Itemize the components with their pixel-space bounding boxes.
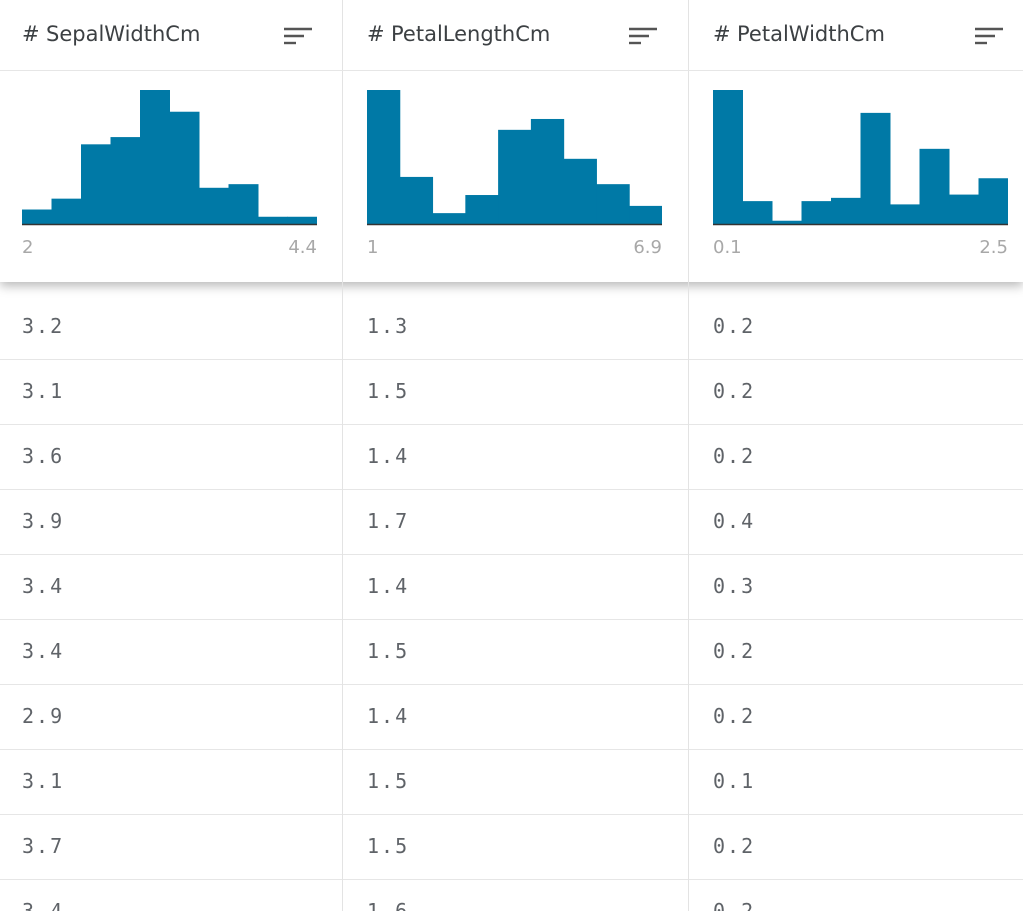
histogram-bar [258,216,288,224]
row-divider [0,424,1023,425]
cell: 3.7 [22,834,65,858]
cell: 3.1 [22,769,65,793]
cell: 3.2 [22,314,65,338]
header-divider [0,70,1023,71]
histogram-bar [713,90,743,224]
histogram-max: 4.4 [288,237,317,258]
type-icon: # [713,22,731,46]
histogram-bar [140,90,170,224]
cell: 0.2 [713,314,756,338]
histogram-bar [629,205,662,224]
cell: 0.2 [713,834,756,858]
histogram-max: 2.5 [979,237,1008,258]
histogram-bar [81,144,111,224]
histogram-bar [399,176,434,224]
type-icon: # [367,22,385,46]
cell: 1.4 [367,444,410,468]
cell: 0.2 [713,639,756,663]
row-divider [0,684,1023,685]
column-name: PetalWidthCm [737,22,885,46]
histogram-min: 1 [367,237,379,258]
histogram-bar [563,158,597,224]
histogram-max: 6.9 [633,237,662,258]
histogram-bar [169,111,200,224]
histogram-bar [742,201,773,224]
cell: 1.5 [367,769,410,793]
cell: 1.5 [367,834,410,858]
histogram-min: 2 [22,237,34,258]
histogram-bar [228,184,259,224]
row-divider [0,619,1023,620]
cell: 3.9 [22,509,65,533]
histogram-bar [287,216,317,224]
histogram-bar [498,129,532,224]
histogram-bar [367,90,401,224]
histogram-bar [831,197,861,224]
cell: 1.7 [367,509,410,533]
cell: 3.1 [22,379,65,403]
histogram-bar [432,213,466,224]
histogram-bar [772,220,802,224]
sort-icon[interactable] [975,26,1005,48]
cell: 1.5 [367,379,410,403]
row-divider [0,554,1023,555]
cell: 3.6 [22,444,65,468]
histogram-bar [949,194,979,224]
column-divider [688,0,689,911]
histogram [713,90,1008,226]
histogram-min: 0.1 [713,237,742,258]
cell: 1.4 [367,574,410,598]
cell: 3.4 [22,574,65,598]
histogram-bar [51,198,82,224]
row-divider [0,879,1023,880]
cell: 0.1 [713,769,756,793]
histogram [367,90,662,226]
histogram-bar [530,118,565,224]
cell: 0.3 [713,574,756,598]
cell: 0.2 [713,704,756,728]
histogram [22,90,317,226]
histogram-bar [596,184,630,224]
column-name: PetalLengthCm [391,22,551,46]
cell: 0.2 [713,444,756,468]
histogram-bar [978,178,1008,224]
cell: 1.5 [367,639,410,663]
cell: 1.6 [367,899,410,911]
histogram-bar [22,209,52,224]
sort-icon[interactable] [629,26,659,48]
sort-icon[interactable] [284,26,314,48]
histogram-bar [801,201,832,224]
cell: 1.4 [367,704,410,728]
type-icon: # [22,22,40,46]
row-divider [0,359,1023,360]
column-name: SepalWidthCm [46,22,201,46]
histogram-bar [110,137,141,224]
cell: 0.2 [713,379,756,403]
histogram-bar [199,187,229,224]
cell: 1.3 [367,314,410,338]
cell: 0.4 [713,509,756,533]
column-divider [342,0,343,911]
cell: 0.2 [713,899,756,911]
histogram-bar [465,195,499,224]
row-divider [0,749,1023,750]
histogram-bar [919,148,950,224]
histogram-bar [860,112,891,224]
cell: 3.4 [22,899,65,911]
row-divider [0,814,1023,815]
cell: 2.9 [22,704,65,728]
row-divider [0,489,1023,490]
histogram-bar [890,204,920,224]
cell: 3.4 [22,639,65,663]
